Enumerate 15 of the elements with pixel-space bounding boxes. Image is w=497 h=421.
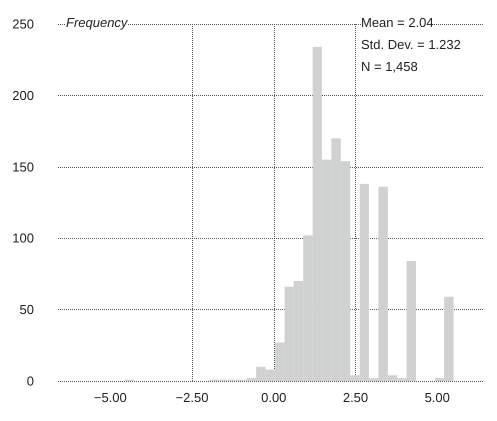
- y-axis-title: Frequency: [66, 15, 129, 30]
- y-tick-label: 100: [12, 230, 34, 246]
- x-tick-label: 0.00: [261, 390, 286, 405]
- x-tick-label: 2.50: [342, 390, 368, 405]
- annotation: N = 1,458: [361, 59, 418, 74]
- annotation: Mean = 2.04: [361, 15, 434, 30]
- y-tick-label: 0: [26, 374, 34, 388]
- y-tick-label: 150: [12, 159, 34, 174]
- y-tick-label: 250: [12, 16, 34, 32]
- x-tick-label: −2.50: [176, 390, 208, 405]
- x-tick-label: −5.00: [94, 390, 127, 405]
- annotation: Std. Dev. = 1.232: [361, 37, 461, 52]
- y-tick-label: 50: [20, 302, 34, 318]
- y-tick-label: 200: [12, 88, 34, 103]
- x-tick-label: 5.00: [424, 390, 450, 405]
